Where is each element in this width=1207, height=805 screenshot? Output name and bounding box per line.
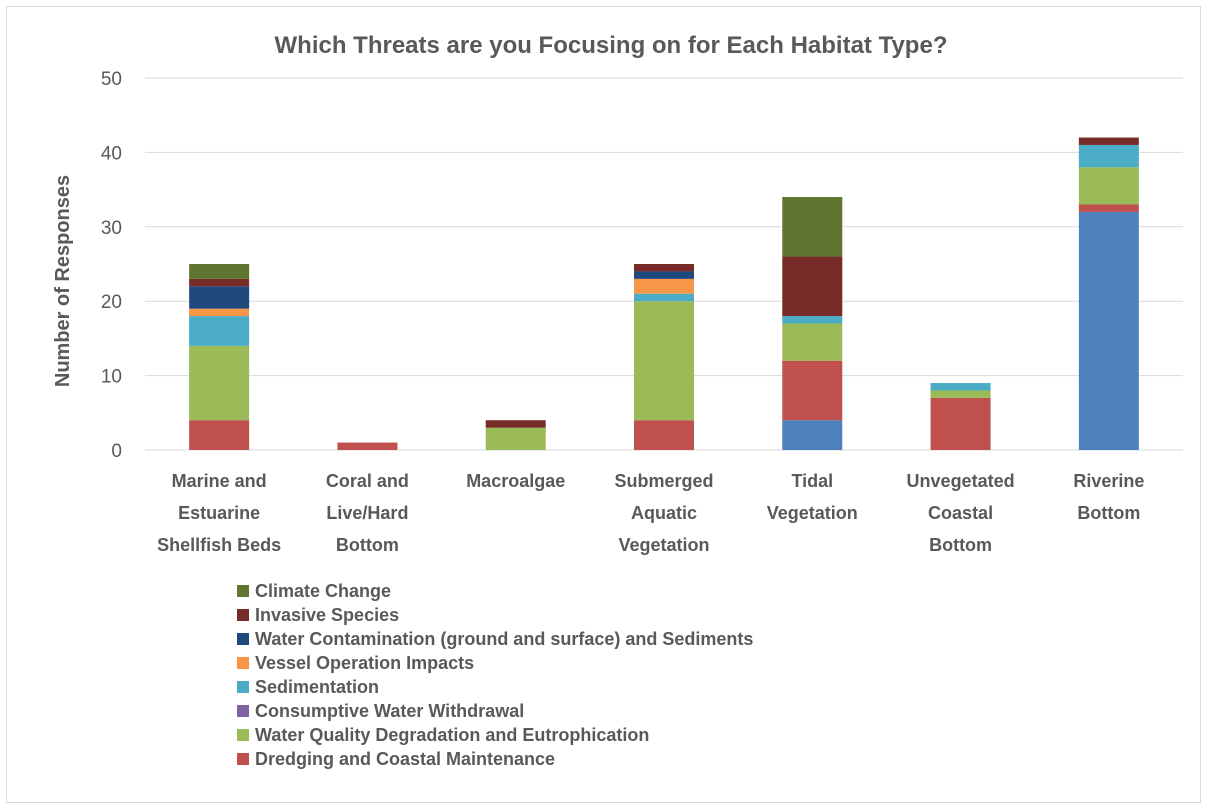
legend-label: Climate Change <box>255 581 391 601</box>
bar-segment <box>782 360 843 421</box>
bar-segment <box>189 345 250 421</box>
bar-segment <box>782 197 843 257</box>
legend-label: Invasive Species <box>255 605 399 625</box>
bar-segment <box>634 271 694 279</box>
bar-segment <box>634 278 694 294</box>
y-axis-ticks: 0 10 20 30 40 50 <box>101 69 122 462</box>
y-tick-label: 30 <box>101 218 122 239</box>
bars <box>189 137 1139 450</box>
x-category-label: Live/Hard <box>326 503 408 523</box>
x-category-label: Bottom <box>929 535 992 555</box>
bar-segment <box>337 442 398 450</box>
x-category-label: Coral and <box>326 471 409 491</box>
legend-label: Vessel Operation Impacts <box>255 653 474 673</box>
legend-swatch <box>237 705 249 717</box>
bar-segment <box>634 264 694 272</box>
y-tick-label: 20 <box>101 292 122 313</box>
x-category-label: Aquatic <box>631 503 697 523</box>
legend-swatch <box>237 681 249 693</box>
bar-segment <box>1078 204 1139 212</box>
x-category-label: Vegetation <box>767 503 858 523</box>
bar-segment <box>485 427 546 450</box>
bar-segment <box>1078 211 1139 450</box>
legend-label: Water Quality Degradation and Eutrophica… <box>255 725 649 745</box>
legend-swatch <box>237 585 249 597</box>
bar-segment <box>1078 137 1139 145</box>
x-category-label: Tidal <box>791 471 833 491</box>
bar-segment <box>782 256 843 317</box>
bar-segment <box>782 420 843 450</box>
x-category-label: Coastal <box>928 503 993 523</box>
bar-segment <box>930 390 991 398</box>
legend-label: Dredging and Coastal Maintenance <box>255 749 555 769</box>
bar-segment <box>634 301 694 421</box>
bar-segment <box>782 316 843 324</box>
bar-segment <box>189 316 250 346</box>
bar-segment <box>634 293 694 302</box>
legend-swatch <box>237 609 249 621</box>
bar-segment <box>634 420 694 450</box>
bar-segment <box>189 286 250 309</box>
x-category-label: Shellfish Beds <box>157 535 281 555</box>
legend: Climate Change Invasive Species Water Cont… <box>237 581 753 769</box>
bar-segment <box>189 308 250 317</box>
bar-segment <box>189 278 250 287</box>
y-tick-label: 10 <box>101 367 122 388</box>
y-tick-label: 0 <box>111 441 122 462</box>
bar-segment <box>189 264 250 279</box>
x-category-label: Riverine <box>1073 471 1144 491</box>
bar-segment <box>485 420 546 428</box>
legend-label: Consumptive Water Withdrawal <box>255 701 524 721</box>
bar-segment <box>930 383 991 391</box>
x-category-label: Marine and <box>172 471 267 491</box>
y-axis-label: Number of Responses <box>52 175 74 387</box>
x-axis-categories: Marine and Estuarine Shellfish Beds Coral a… <box>157 471 1144 555</box>
y-tick-label: 40 <box>101 143 122 164</box>
legend-swatch <box>237 753 249 765</box>
legend-label: Sedimentation <box>255 677 379 697</box>
bar-segment <box>189 420 250 450</box>
bar-segment <box>930 397 991 450</box>
chart-title: Which Threats are you Focusing on for Ea… <box>275 32 948 59</box>
x-category-label: Unvegetated <box>907 471 1015 491</box>
legend-swatch <box>237 729 249 741</box>
x-category-label: Submerged <box>614 471 713 491</box>
bar-segment <box>1078 144 1139 168</box>
legend-swatch <box>237 657 249 669</box>
legend-swatch <box>237 633 249 645</box>
x-category-label: Vegetation <box>618 535 709 555</box>
bar-segment <box>782 323 843 361</box>
x-category-label: Bottom <box>336 535 399 555</box>
bar-segment <box>1078 167 1139 205</box>
gridlines <box>145 77 1183 451</box>
x-category-label: Estuarine <box>178 503 260 523</box>
x-category-label: Macroalgae <box>466 471 565 491</box>
y-tick-label: 50 <box>101 69 122 90</box>
x-category-label: Bottom <box>1077 503 1140 523</box>
legend-label: Water Contamination (ground and surface)… <box>255 629 753 649</box>
